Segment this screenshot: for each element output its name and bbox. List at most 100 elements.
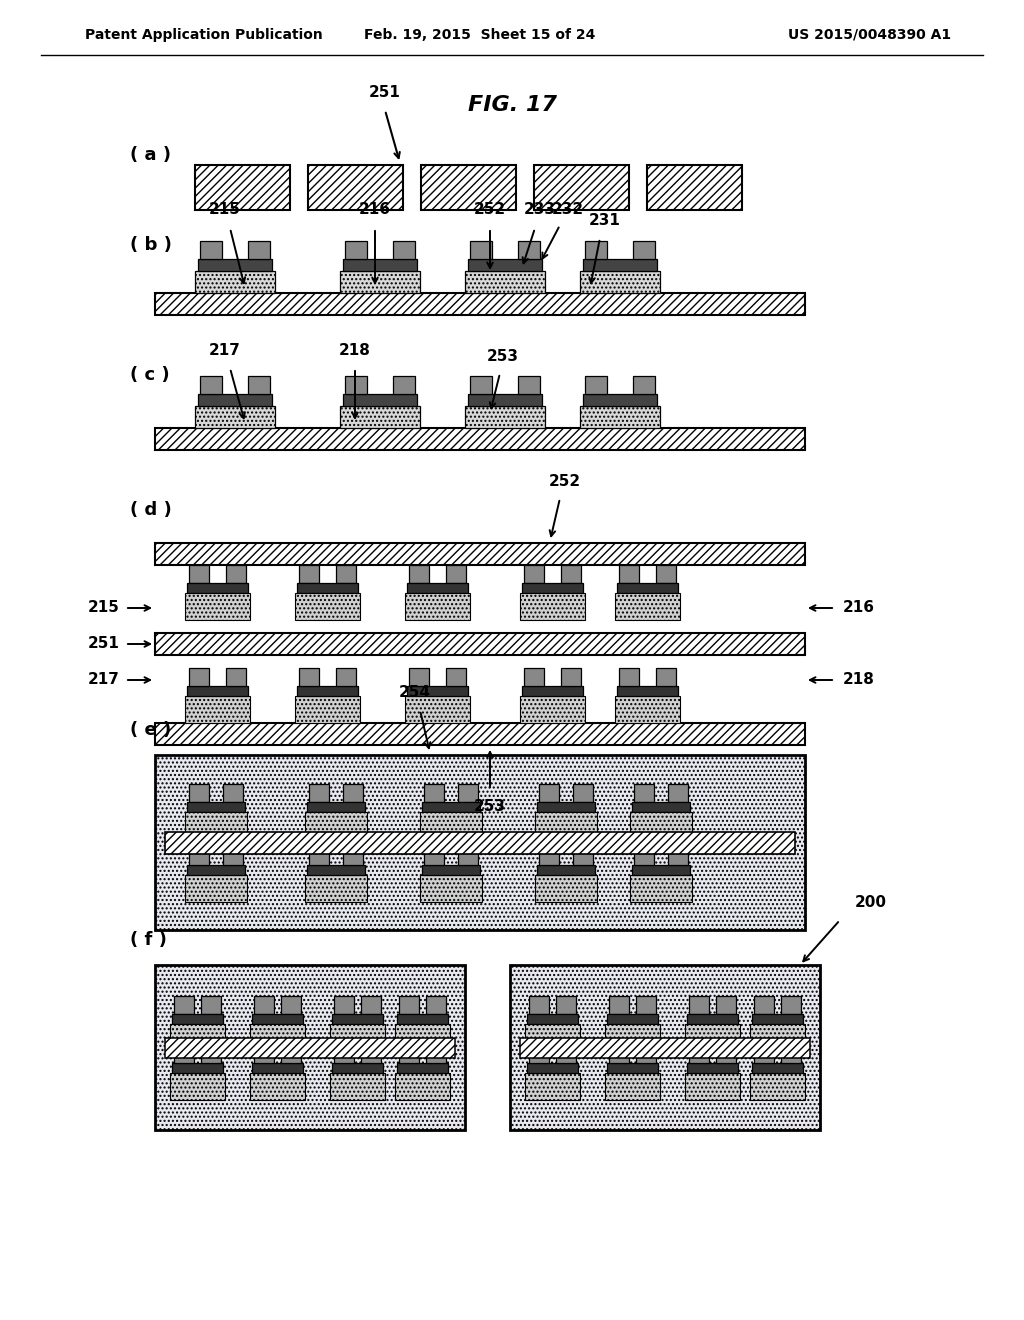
Bar [524,668,544,686]
Bar [174,997,194,1014]
Bar [580,407,660,428]
Bar [332,1014,383,1024]
Bar [407,686,468,696]
Text: 200: 200 [855,895,887,909]
Bar [165,1038,455,1059]
Bar [573,847,593,865]
Bar [340,407,420,428]
Text: 216: 216 [359,202,391,216]
Bar [522,583,583,593]
Bar [299,668,319,686]
Text: US 2015/0048390 A1: US 2015/0048390 A1 [788,28,951,42]
Bar [343,847,362,865]
Bar [615,696,680,723]
Text: ( a ): ( a ) [130,147,171,164]
Bar [305,875,367,902]
Bar [647,165,742,210]
Bar [458,847,478,865]
Bar [422,803,480,812]
Bar [343,393,417,407]
Text: 217: 217 [88,672,120,688]
Bar [155,634,805,655]
Bar [426,1045,446,1063]
Bar [254,1045,274,1063]
Bar [187,803,245,812]
Bar [170,1024,225,1051]
Bar [470,376,492,393]
Bar [393,242,415,259]
Bar [165,832,795,854]
Bar [446,668,466,686]
Bar [468,393,542,407]
Bar [522,686,583,696]
Text: FIG. 17: FIG. 17 [468,95,556,115]
Bar [630,875,692,902]
Bar [685,1073,740,1100]
Bar [332,1063,383,1073]
Bar [334,997,354,1014]
Bar [248,376,270,393]
Bar [561,565,581,583]
Bar [409,668,429,686]
Bar [525,1073,580,1100]
Bar [187,583,248,593]
Bar [307,865,365,875]
Bar [632,803,690,812]
Bar [534,165,629,210]
Bar [172,1014,223,1024]
Bar [636,1045,656,1063]
Text: 252: 252 [474,202,506,216]
Bar [252,1063,303,1073]
Bar [716,997,736,1014]
Bar [185,593,250,620]
Bar [395,1073,450,1100]
Bar [518,242,540,259]
Bar [754,1045,774,1063]
Bar [615,593,680,620]
Bar [468,259,542,271]
Bar [155,428,805,450]
Bar [556,997,575,1014]
Bar [537,865,595,875]
Bar [299,565,319,583]
Text: 252: 252 [549,474,581,488]
Bar [585,242,607,259]
Bar [426,997,446,1014]
Bar [155,965,465,1130]
Bar [330,1024,385,1051]
Bar [170,1073,225,1100]
Bar [520,696,585,723]
Bar [226,668,246,686]
Bar [399,997,419,1014]
Bar [781,1045,801,1063]
Bar [172,1063,223,1073]
Bar [343,784,362,803]
Bar [340,271,420,293]
Bar [189,847,209,865]
Bar [297,583,358,593]
Text: 233: 233 [524,202,556,216]
Bar [407,583,468,593]
Bar [248,242,270,259]
Bar [633,242,655,259]
Bar [752,1063,803,1073]
Bar [155,723,805,744]
Bar [295,696,360,723]
Bar [633,376,655,393]
Text: 218: 218 [843,672,874,688]
Bar [195,165,290,210]
Bar [155,293,805,315]
Bar [185,696,250,723]
Text: ( f ): ( f ) [130,931,167,949]
Bar [189,784,209,803]
Bar [189,668,209,686]
Bar [174,1045,194,1063]
Text: 218: 218 [339,343,371,358]
Bar [305,812,367,840]
Bar [198,393,272,407]
Bar [446,565,466,583]
Bar [561,668,581,686]
Text: ( c ): ( c ) [130,366,170,384]
Bar [309,784,329,803]
Bar [185,875,247,902]
